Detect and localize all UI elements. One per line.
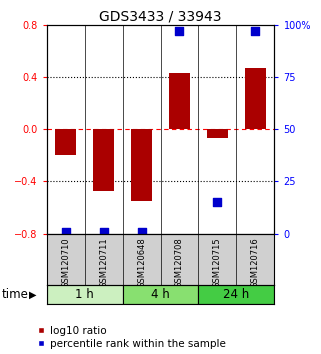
Bar (245, 68, 266, 129)
Bar (131, 129, 152, 201)
Text: GSM120716: GSM120716 (251, 238, 260, 289)
Text: GSM120715: GSM120715 (213, 238, 222, 289)
Text: 4 h: 4 h (151, 288, 170, 301)
Point (215, 199, 220, 205)
Text: GSM120648: GSM120648 (137, 238, 146, 289)
Bar (198, 285, 274, 304)
Text: GSM120708: GSM120708 (175, 238, 184, 289)
Bar (93, 129, 114, 190)
Legend: log10 ratio, percentile rank within the sample: log10 ratio, percentile rank within the … (37, 326, 226, 349)
Point (101, 229, 106, 234)
Point (177, 28, 182, 34)
Text: GSM120710: GSM120710 (61, 238, 70, 289)
Text: 1 h: 1 h (75, 288, 94, 301)
Bar (123, 285, 198, 304)
Bar (55, 129, 76, 155)
Title: GDS3433 / 33943: GDS3433 / 33943 (99, 10, 222, 24)
Text: GSM120711: GSM120711 (99, 238, 108, 289)
Bar (47, 285, 123, 304)
Text: 24 h: 24 h (223, 288, 250, 301)
Point (63, 229, 68, 234)
Point (139, 229, 144, 234)
Bar (207, 129, 228, 138)
Bar (169, 73, 190, 129)
Text: ▶: ▶ (29, 290, 36, 300)
Text: time: time (2, 288, 29, 301)
Point (253, 28, 258, 34)
